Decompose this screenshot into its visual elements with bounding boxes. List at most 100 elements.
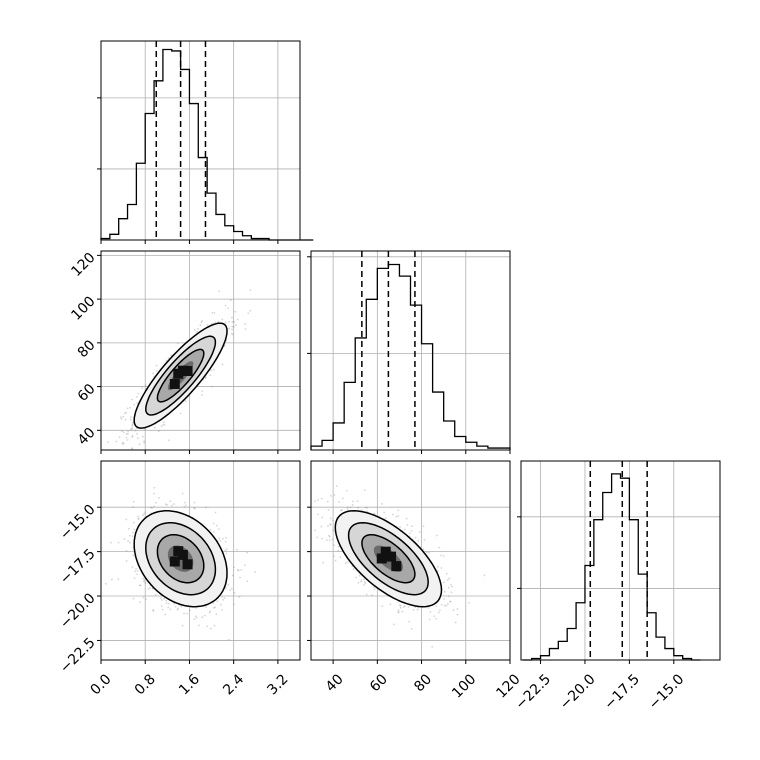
sample-point: [107, 441, 109, 443]
sample-point: [440, 567, 443, 569]
sample-point: [200, 321, 203, 324]
x-tick-label: 0.8: [132, 671, 159, 698]
sample-point: [213, 368, 215, 371]
sample-point: [339, 509, 342, 512]
sample-point: [209, 610, 212, 613]
sample-point: [152, 609, 154, 611]
sample-point: [439, 554, 442, 557]
sample-point: [347, 506, 349, 509]
sample-point: [322, 561, 325, 564]
sample-point: [121, 430, 124, 433]
sample-point: [446, 603, 449, 605]
sample-point: [163, 421, 165, 424]
sample-point: [119, 416, 122, 419]
sample-point: [203, 614, 206, 617]
sample-point: [153, 492, 155, 495]
sample-point: [167, 606, 170, 609]
sample-point: [403, 605, 406, 607]
contour-line: [156, 348, 205, 403]
sample-point: [167, 357, 170, 360]
sample-point: [403, 528, 406, 531]
sample-point: [137, 392, 140, 395]
sample-point: [231, 325, 234, 328]
histogram-bar: [567, 629, 576, 660]
sample-point: [228, 327, 231, 330]
sample-point: [128, 534, 131, 537]
sample-point: [153, 426, 156, 429]
sample-point: [236, 318, 239, 321]
sample-point: [422, 525, 425, 528]
sample-point: [346, 507, 349, 510]
histogram-bar: [207, 193, 216, 240]
sample-point: [363, 489, 366, 492]
sample-point: [389, 603, 392, 606]
sample-point: [133, 577, 136, 580]
histogram-bar: [638, 574, 647, 660]
sample-point: [138, 584, 141, 587]
sample-point: [129, 406, 131, 409]
histogram-bar: [549, 649, 558, 660]
density-peak-cell: [169, 556, 180, 567]
sample-point: [229, 589, 232, 592]
histogram-bar: [181, 69, 190, 240]
sample-point: [450, 583, 452, 586]
sample-point: [228, 320, 231, 323]
sample-point: [132, 597, 135, 600]
sample-point: [137, 518, 140, 520]
histogram-bar: [466, 442, 477, 450]
sample-point: [144, 428, 147, 431]
sample-point: [165, 602, 168, 605]
sample-point: [397, 611, 400, 614]
sample-point: [179, 412, 182, 415]
sample-point: [136, 573, 138, 576]
sample-point: [211, 385, 214, 388]
p0-marginal-histogram: [100, 41, 314, 241]
sample-point: [209, 627, 212, 630]
sample-point: [231, 333, 234, 336]
sample-point: [436, 570, 439, 573]
sample-point: [449, 600, 451, 603]
histogram-bar: [594, 520, 603, 660]
sample-point: [204, 377, 207, 379]
sample-point: [401, 610, 404, 613]
sample-point: [171, 504, 173, 507]
sample-point: [442, 555, 445, 557]
histogram-bar: [216, 214, 225, 240]
sample-point: [184, 400, 187, 402]
sample-point: [440, 603, 443, 606]
sample-point: [194, 507, 197, 510]
sample-point: [405, 517, 408, 520]
sample-point: [125, 560, 128, 562]
sample-point: [231, 316, 233, 319]
x-tick-label: 1.6: [176, 671, 203, 698]
sample-point: [327, 508, 330, 511]
histogram-bar: [119, 219, 128, 240]
sample-point: [443, 590, 446, 593]
sample-point: [149, 506, 152, 509]
sample-point: [236, 568, 239, 571]
sample-point: [157, 430, 160, 433]
sample-point: [234, 310, 237, 313]
sample-point: [235, 324, 237, 326]
sample-point: [155, 364, 158, 367]
histogram-bar: [411, 305, 422, 450]
sample-point: [153, 505, 156, 508]
p2-marginal-grid: [521, 461, 720, 660]
sample-point: [138, 443, 141, 446]
sample-point: [333, 544, 336, 547]
sample-point: [456, 613, 459, 616]
sample-point: [127, 540, 129, 542]
y-tick-label: −22.5: [57, 635, 99, 677]
y-tick-label: −17.5: [57, 546, 99, 588]
y-tick-label: −20.0: [57, 590, 99, 632]
sample-point: [209, 374, 212, 377]
histogram-bar: [163, 50, 172, 240]
sample-point: [329, 517, 332, 520]
sample-point: [125, 518, 128, 521]
sample-point: [397, 609, 400, 612]
sample-point: [133, 403, 136, 406]
x-tick-label: 40: [323, 671, 347, 695]
sample-point: [196, 327, 199, 330]
sample-point: [317, 513, 319, 516]
sample-point: [136, 437, 139, 440]
